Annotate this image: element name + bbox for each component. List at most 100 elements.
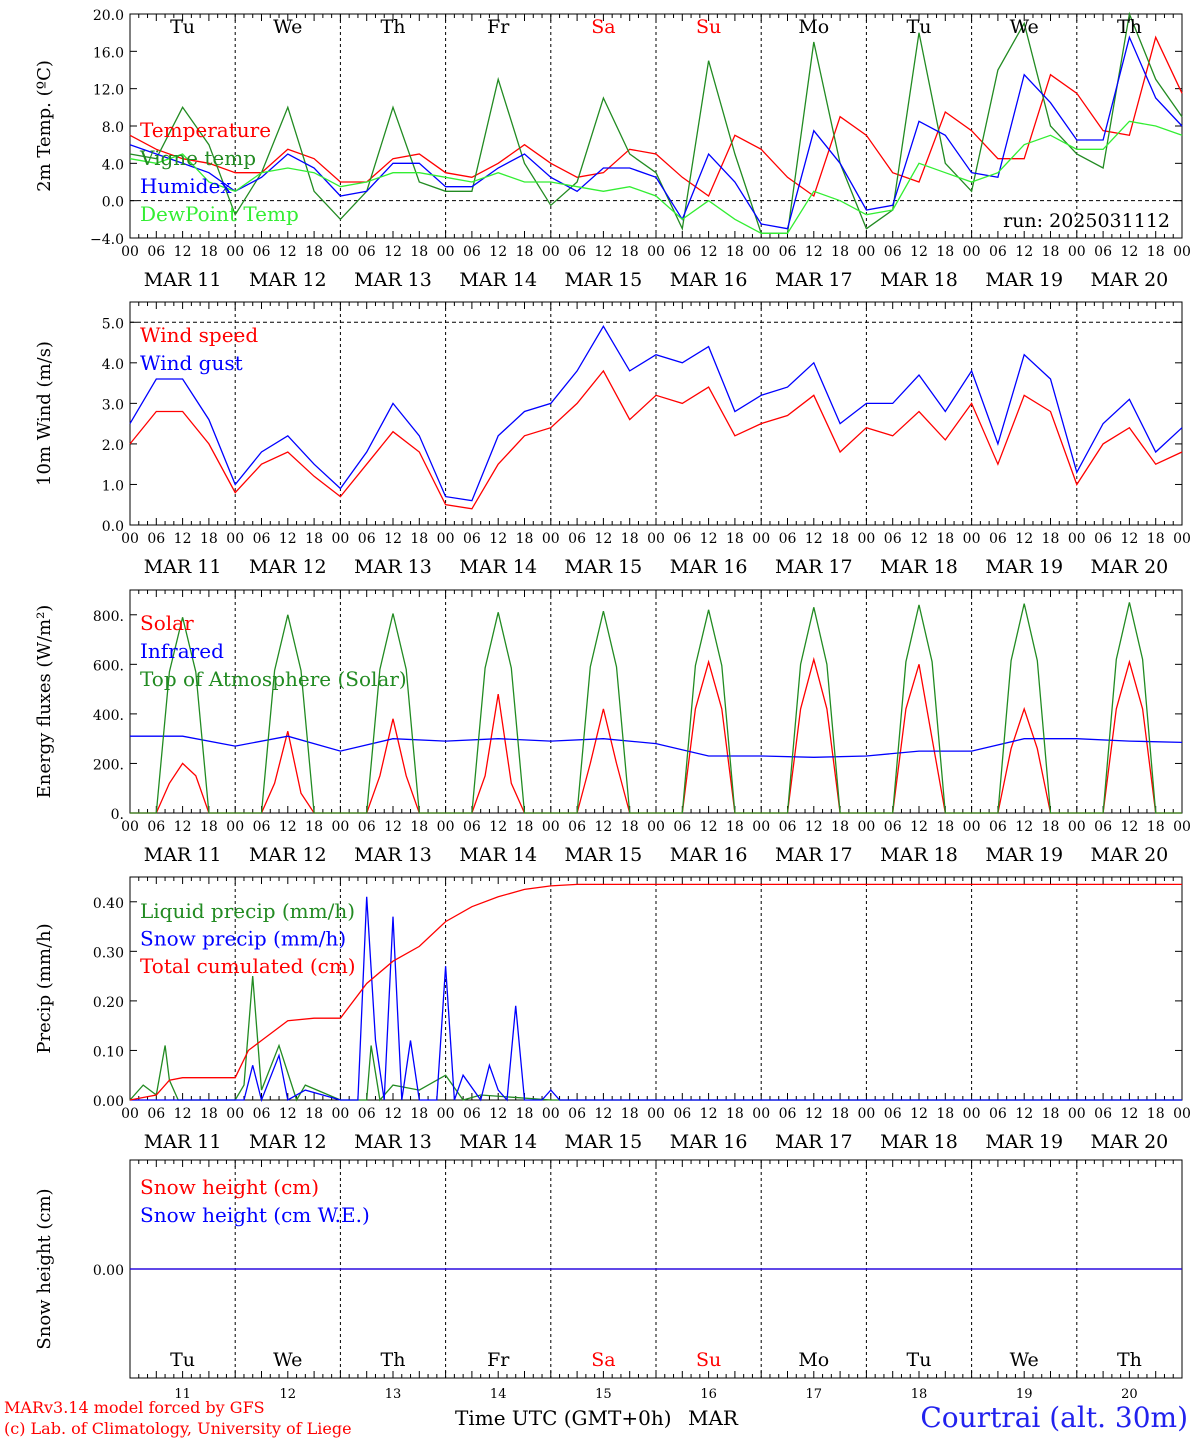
day-number: 14	[490, 1387, 507, 1402]
y-tick-label: 800.	[93, 609, 124, 625]
legend-entry: Top of Atmosphere (Solar)	[140, 667, 407, 691]
hour-tick-label: 06	[147, 819, 165, 835]
footer: MARv3.14 model forced by GFS (c) Lab. of…	[4, 1398, 1188, 1438]
legend-entry: Wind gust	[140, 351, 243, 375]
y-axis-label: Snow height (cm)	[34, 1188, 55, 1349]
hour-tick-label: 06	[358, 819, 376, 835]
legend-entry: Infrared	[140, 639, 224, 663]
hour-tick-label: 18	[1042, 819, 1060, 835]
hour-tick-label: 18	[831, 244, 849, 260]
hour-tick-label: 18	[936, 531, 954, 547]
hour-tick-label: 18	[200, 1106, 218, 1122]
date-label: MAR 14	[459, 844, 537, 866]
hour-tick-label: 00	[331, 531, 349, 547]
y-tick-label: 1.0	[102, 478, 124, 494]
hour-tick-label: 18	[1147, 1106, 1165, 1122]
hour-tick-label: 12	[700, 531, 718, 547]
day-number: 15	[595, 1387, 612, 1402]
day-label: We	[1010, 1349, 1039, 1371]
hour-tick-label: 12	[489, 1106, 507, 1122]
hour-tick-label: 06	[884, 531, 902, 547]
legend-entry: Humidex	[140, 174, 232, 198]
hour-tick-label: 06	[1094, 244, 1112, 260]
hour-tick-label: 18	[936, 819, 954, 835]
hour-tick-label: 12	[1120, 1106, 1138, 1122]
hour-tick-label: 00	[647, 244, 665, 260]
hour-tick-label: 00	[1068, 1106, 1086, 1122]
date-label: MAR 13	[354, 269, 432, 291]
hour-tick-label: 00	[857, 244, 875, 260]
hour-tick-label: 12	[1120, 244, 1138, 260]
hour-tick-label: 18	[200, 819, 218, 835]
legend-entry: Snow height (cm W.E.)	[140, 1203, 370, 1227]
hour-tick-label: 06	[989, 244, 1007, 260]
hour-tick-label: 06	[673, 531, 691, 547]
hour-tick-label: 12	[594, 531, 612, 547]
hour-tick-label: 06	[463, 819, 481, 835]
hour-tick-label: 18	[200, 531, 218, 547]
hour-tick-label: 12	[910, 244, 928, 260]
hour-tick-label: 18	[305, 819, 323, 835]
hour-tick-label: 00	[331, 1106, 349, 1122]
date-label: MAR 20	[1091, 556, 1169, 578]
date-label: MAR 15	[565, 844, 643, 866]
hour-tick-label: 12	[805, 244, 823, 260]
hour-tick-label: 18	[516, 244, 534, 260]
series-line-2	[129, 325, 1183, 502]
hour-tick-label: 06	[253, 244, 271, 260]
y-tick-label: 0.10	[93, 1044, 124, 1060]
day-label: Su	[696, 1349, 721, 1371]
chart-panels: −4.0 0.0 4.0 8.0 12.0 16.0 20.0 2m Temp. (ºC) Te…	[34, 8, 1191, 1402]
hour-tick-label: 18	[1042, 1106, 1060, 1122]
y-tick-label: 0.20	[93, 995, 124, 1011]
day-label: Th	[381, 16, 406, 38]
day-number: 12	[280, 1387, 297, 1402]
date-label: MAR 16	[670, 556, 748, 578]
y-tick-label: 0.30	[93, 945, 124, 961]
hour-tick-label: 00	[226, 531, 244, 547]
date-label: MAR 17	[775, 556, 853, 578]
hour-tick-label: 00	[437, 531, 455, 547]
series-line-3	[130, 602, 1182, 814]
hour-tick-label: 18	[516, 1106, 534, 1122]
hour-tick-label: 18	[621, 531, 639, 547]
hour-tick-label: 12	[910, 531, 928, 547]
series-line-1	[129, 369, 1183, 510]
date-label: MAR 11	[144, 1131, 222, 1153]
hour-tick-label: 06	[884, 1106, 902, 1122]
legend-entry: Wind speed	[140, 323, 258, 347]
hour-tick-label: 06	[568, 531, 586, 547]
hour-tick-label: 12	[1015, 244, 1033, 260]
hour-tick-label: 00	[121, 531, 139, 547]
hour-tick-label: 06	[884, 244, 902, 260]
hour-tick-label: 12	[1015, 819, 1033, 835]
hour-tick-label: 18	[831, 1106, 849, 1122]
hour-tick-label: 00	[226, 244, 244, 260]
day-label: Tu	[170, 1349, 195, 1371]
date-label: MAR 14	[459, 269, 537, 291]
hour-tick-label: 06	[779, 819, 797, 835]
series-line-3	[129, 35, 1183, 230]
hour-tick-label: 18	[621, 244, 639, 260]
hour-tick-label: 00	[331, 244, 349, 260]
date-label: MAR 12	[249, 269, 327, 291]
y-tick-label: 0.0	[102, 195, 124, 211]
credit-line-2: (c) Lab. of Climatology, University of L…	[4, 1419, 352, 1438]
date-label: MAR 18	[880, 1131, 958, 1153]
hour-tick-label: 00	[226, 819, 244, 835]
date-label: MAR 17	[775, 844, 853, 866]
date-label: MAR 16	[670, 269, 748, 291]
day-number: 13	[385, 1387, 402, 1402]
hour-tick-label: 00	[963, 531, 981, 547]
legend-entry: Vigne temp	[139, 146, 256, 170]
y-tick-label: 5.0	[102, 316, 124, 332]
hour-tick-label: 06	[1094, 1106, 1112, 1122]
panel-2: 0.0 1.0 2.0 3.0 4.0 5.0 10m Wind (m/s) Wind spe…	[34, 301, 1191, 578]
x-axis-month: MAR	[688, 1406, 739, 1430]
credit-line-1: MARv3.14 model forced by GFS	[4, 1398, 265, 1417]
hour-tick-label: 18	[516, 819, 534, 835]
hour-tick-label: 12	[384, 1106, 402, 1122]
panel-1: −4.0 0.0 4.0 8.0 12.0 16.0 20.0 2m Temp. (ºC) Te…	[34, 8, 1191, 291]
hour-tick-label: 00	[542, 819, 560, 835]
hour-tick-label: 12	[489, 819, 507, 835]
